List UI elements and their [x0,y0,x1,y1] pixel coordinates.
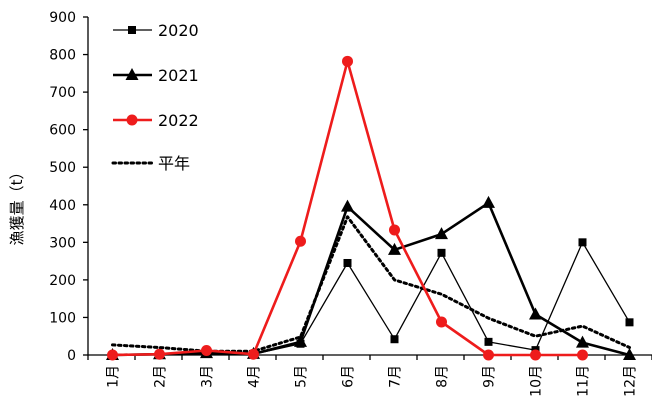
data-point [294,334,307,347]
data-point [342,55,353,67]
x-tick-label: 11月 [576,365,592,397]
y-tick-labels: 0 100 200 300 400 500 600 700 800 900 [49,10,76,364]
y-tick-label: 500 [49,160,76,176]
y-tick-label: 200 [49,273,76,289]
data-point [154,348,165,360]
data-point [576,335,589,348]
data-point [201,344,212,356]
series-line [112,241,631,356]
x-tick-label: 7月 [388,365,404,388]
data-point [484,337,493,346]
legend-label: 平年 [158,154,190,173]
data-point [623,348,636,360]
data-point [436,316,447,328]
y-axis-label: 漁獲量（t） [8,165,26,246]
data-point [437,248,446,257]
legend-label: 2021 [158,66,199,85]
data-point [388,242,401,255]
data-point [390,335,399,344]
x-tick-label: 12月 [623,365,639,397]
legend-marker [126,114,138,126]
x-tick-label: 5月 [294,365,310,388]
data-point [107,349,118,361]
x-tick-label: 2月 [153,365,169,388]
series-2020 [108,238,634,359]
series-平年 [111,215,631,353]
x-tick-label: 4月 [247,365,263,388]
data-point [530,349,541,361]
legend-marker [128,26,136,34]
x-tick-label: 3月 [200,365,216,388]
y-tick-label: 300 [49,235,76,251]
y-tick-label: 900 [49,10,76,26]
legend-item: 平年 [111,154,190,173]
y-tick-label: 400 [49,198,76,214]
series-2022 [107,55,588,361]
data-point [529,307,542,320]
legend-item: 2020 [113,21,199,40]
data-point [483,349,494,361]
y-tick-label: 800 [49,48,76,64]
data-point [577,349,588,361]
legend-item: 2021 [113,66,199,85]
data-point [389,224,400,236]
y-tick-label: 700 [49,85,76,101]
data-point [482,195,495,208]
legend-label: 2020 [158,21,199,40]
data-point [578,238,587,247]
x-tick-label: 1月 [106,365,122,388]
data-point [248,348,259,360]
y-tick-label: 100 [49,310,76,326]
data-point [625,318,634,327]
data-point [343,258,352,267]
x-tick-labels: 1月 2月 3月 4月 5月 6月 7月 8月 9月 10月 11月 12月 [106,365,639,397]
series-layer [106,55,636,361]
x-tick-label: 8月 [435,365,451,388]
legend: 2020 2021 2022 平年 [111,21,199,173]
x-tick-label: 6月 [341,365,357,388]
data-point [341,199,354,212]
legend-item: 2022 [113,111,199,130]
x-tick-label: 10月 [529,365,545,397]
series-line [112,201,630,357]
data-point [435,227,448,240]
y-tick-label: 0 [67,348,76,364]
series-line [111,215,631,353]
legend-marker [125,68,139,80]
series-2021 [106,195,636,360]
data-point [295,235,306,247]
x-tick-label: 9月 [482,365,498,388]
legend-label: 2022 [158,111,199,130]
y-tick-label: 600 [49,123,76,139]
